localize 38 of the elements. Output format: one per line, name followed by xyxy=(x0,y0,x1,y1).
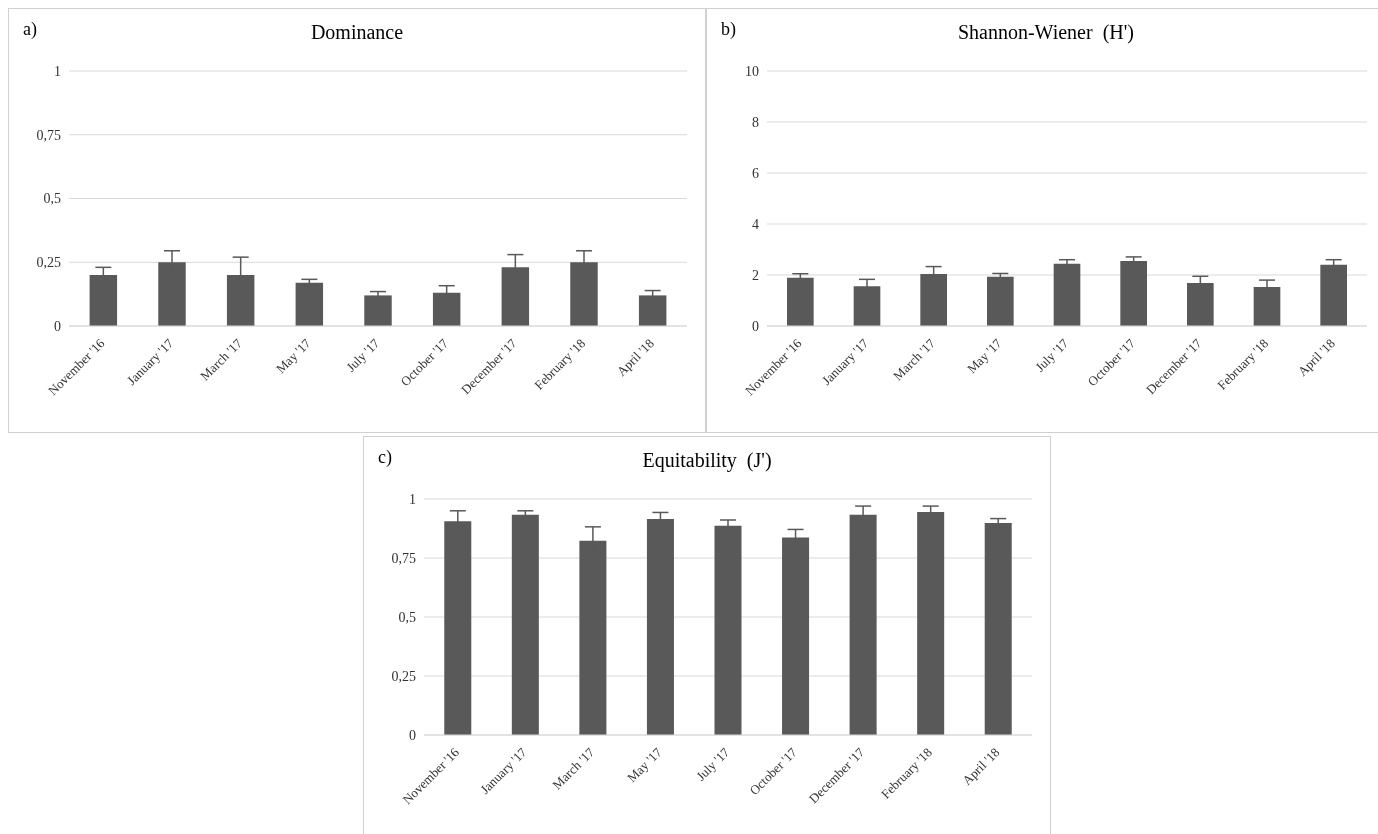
bar xyxy=(787,277,814,326)
y-tick-label: 10 xyxy=(745,63,759,79)
y-tick-label: 4 xyxy=(752,216,759,232)
chart-title: Equitability (J') xyxy=(642,449,772,471)
y-tick-label: 2 xyxy=(752,267,759,283)
y-tick-label: 1 xyxy=(409,491,416,507)
y-tick-label: 0,75 xyxy=(391,550,416,566)
y-tick-label: 6 xyxy=(752,165,759,181)
y-tick-label: 1 xyxy=(54,63,61,79)
bar xyxy=(511,514,539,735)
chart-title: Shannon-Wiener (H') xyxy=(957,21,1135,43)
bar xyxy=(638,295,667,326)
x-tick-label: July '17 xyxy=(1032,335,1072,375)
chart-title: Dominance xyxy=(310,21,404,43)
x-tick-label: July '17 xyxy=(693,744,733,784)
y-tick-label: 0 xyxy=(54,318,61,334)
x-tick-label: May '17 xyxy=(272,335,314,377)
text: a) xyxy=(23,19,37,40)
bar xyxy=(984,523,1012,735)
bar xyxy=(987,276,1014,326)
bar xyxy=(1053,263,1081,326)
y-tick-label: 0,5 xyxy=(398,609,416,625)
y-tick-label: 0 xyxy=(409,727,416,743)
text: c) xyxy=(378,447,392,468)
y-tick-label: 0,5 xyxy=(43,191,61,207)
bar xyxy=(1320,264,1347,326)
x-tick-label: May '17 xyxy=(963,335,1005,377)
y-tick-label: 0,25 xyxy=(36,255,61,271)
bar xyxy=(295,282,324,326)
text: b) xyxy=(721,19,736,40)
x-tick-label: July '17 xyxy=(343,335,383,375)
y-tick-label: 0,25 xyxy=(391,668,416,684)
y-tick-label: 0,75 xyxy=(36,127,61,143)
bar xyxy=(364,295,392,326)
x-tick-label: May '17 xyxy=(624,744,666,786)
y-tick-label: 8 xyxy=(752,114,759,130)
bar xyxy=(1120,260,1147,326)
y-tick-label: 0 xyxy=(752,318,759,334)
